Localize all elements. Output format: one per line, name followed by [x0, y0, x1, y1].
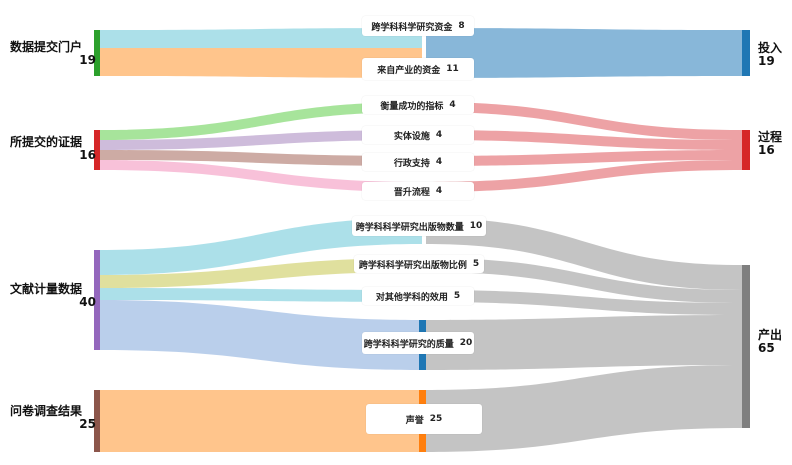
left-link-1 [100, 48, 422, 78]
right-link-3 [426, 130, 742, 150]
right-link-10 [426, 365, 742, 452]
mid-label-industry-funding: 来自产业的资金 11 [362, 58, 474, 80]
source-bar-0 [94, 30, 100, 76]
target-bar-1 [742, 130, 750, 170]
target-label-output: 产出 65 [758, 328, 783, 355]
left-link-10 [100, 390, 422, 452]
right-link-1 [426, 48, 742, 78]
left-link-7 [100, 258, 422, 288]
left-link-2 [100, 102, 422, 140]
mid-label-quality: 跨学科科学研究的质量 20 [362, 332, 474, 354]
right-link-2 [426, 102, 742, 140]
right-link-8 [426, 290, 742, 315]
mid-label-utility: 对其他学科的效用 5 [362, 287, 474, 305]
mid-label-reputation: 声誉 25 [366, 404, 482, 434]
target-bar-2 [742, 265, 750, 428]
source-label-data-portal: 数据提交门户 19 [10, 40, 96, 67]
left-link-3 [100, 130, 422, 150]
right-link-9 [426, 315, 742, 370]
source-bar-3 [94, 390, 100, 452]
target-label-process: 过程 16 [758, 130, 783, 157]
source-label-evidence: 所提交的证据 16 [10, 135, 96, 162]
source-label-survey: 问卷调查结果 25 [10, 404, 96, 431]
source-bar-1 [94, 130, 100, 170]
right-link-0 [426, 28, 742, 48]
left-link-5 [100, 160, 422, 192]
source-bar-2 [94, 250, 100, 350]
left-link-6 [100, 218, 422, 275]
right-link-5 [426, 160, 742, 192]
right-link-4 [426, 150, 742, 166]
right-links [426, 28, 742, 452]
left-links [100, 28, 422, 452]
left-link-8 [100, 288, 422, 302]
source-label-bibliometric: 文献计量数据 40 [10, 282, 96, 309]
right-link-7 [426, 258, 742, 303]
mid-label-promotion: 晋升流程 4 [362, 182, 474, 200]
mid-label-success-metrics: 衡量成功的指标 4 [362, 96, 474, 114]
target-label-input: 投入 19 [758, 41, 783, 68]
mid-label-publication-count: 跨学科科学研究出版物数量 10 [352, 216, 486, 236]
target-bar-0 [742, 30, 750, 76]
right-link-6 [426, 218, 742, 290]
left-link-9 [100, 300, 422, 370]
mid-label-publication-ratio: 跨学科科学研究出版物比例 5 [354, 255, 484, 273]
mid-label-facilities: 实体设施 4 [362, 126, 474, 144]
left-link-0 [100, 28, 422, 48]
mid-label-admin-support: 行政支持 4 [362, 153, 474, 171]
mid-label-interdisciplinary-funding: 跨学科科学研究资金 8 [362, 16, 474, 36]
left-link-4 [100, 150, 422, 166]
